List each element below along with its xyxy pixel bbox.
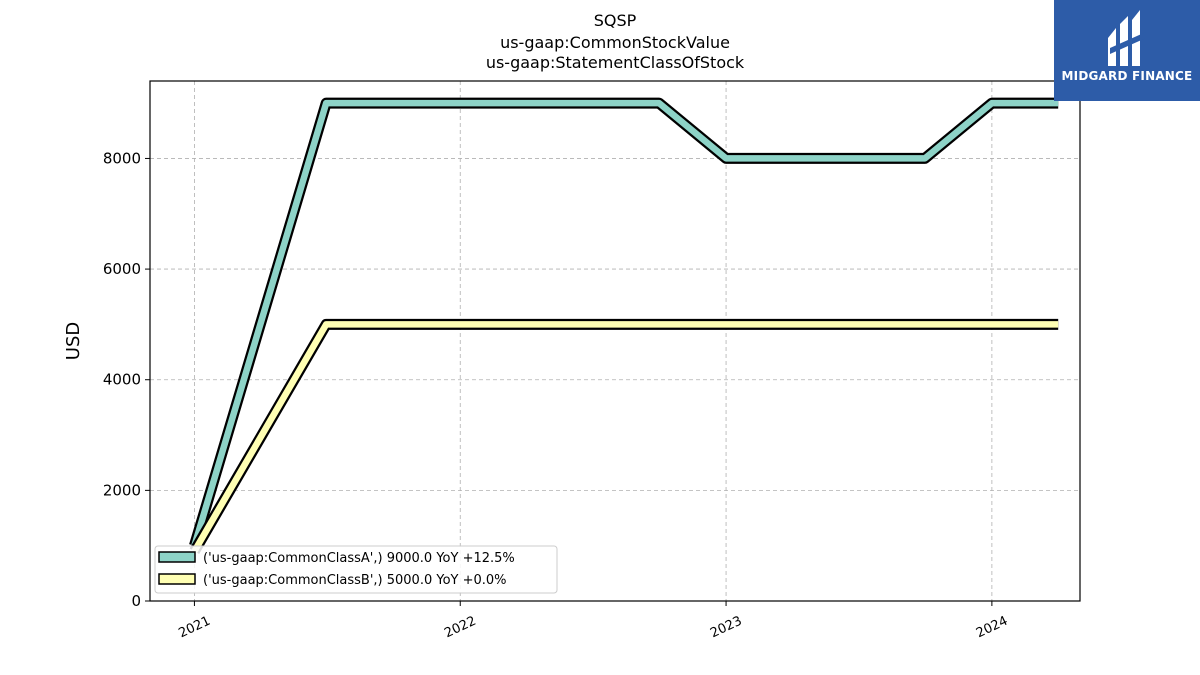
- brand-name: MIDGARD FINANCE: [1061, 69, 1193, 83]
- plot-frame: [149, 80, 1081, 602]
- y-axis-label: USD: [63, 322, 84, 360]
- series-layer: [189, 97, 1059, 554]
- series-line-2: [191, 321, 1059, 553]
- x-tick-label: 2023: [708, 614, 744, 642]
- brand-logo-icon: [1108, 10, 1146, 66]
- y-tick-label: 8000: [103, 149, 141, 167]
- legend-swatch-class-a: [158, 551, 196, 563]
- legend-label-class-b: ('us-gaap:CommonClassB',) 5000.0 YoY +0.…: [203, 573, 507, 588]
- x-tick-label: 2022: [442, 614, 478, 642]
- series-line-1: [191, 99, 1059, 547]
- y-axis: 0 2000 4000 6000 8000: [103, 149, 150, 610]
- legend-label-class-a: ('us-gaap:CommonClassA',) 9000.0 YoY +12…: [203, 551, 515, 566]
- x-tick-label: 2021: [176, 614, 212, 642]
- series-outline-2: [189, 318, 1059, 554]
- brand-logo: MIDGARD FINANCE: [1054, 0, 1200, 101]
- chart-title-line-2: us-gaap:CommonStockValue: [500, 33, 730, 52]
- y-tick-label: 0: [131, 592, 141, 610]
- legend-box: [154, 545, 558, 594]
- legend-swatch-class-b: [158, 573, 196, 585]
- legend: ('us-gaap:CommonClassA',) 9000.0 YoY +12…: [154, 545, 558, 594]
- grid-layer: [150, 81, 1080, 601]
- y-tick-label: 2000: [103, 481, 141, 499]
- y-tick-label: 4000: [103, 371, 141, 389]
- x-axis: 2021 2022 2023 2024: [176, 601, 1010, 641]
- x-tick-label: 2024: [974, 614, 1010, 642]
- y-tick-label: 6000: [103, 260, 141, 278]
- chart-title-line-1: SQSP: [594, 11, 637, 30]
- chart-title-line-3: us-gaap:StatementClassOfStock: [486, 53, 745, 72]
